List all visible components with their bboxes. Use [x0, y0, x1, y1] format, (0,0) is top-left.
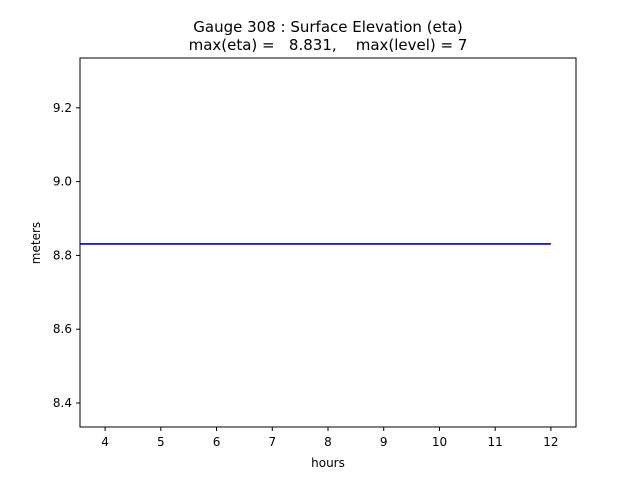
- plot-area: [80, 58, 576, 427]
- x-axis: 4 5 6 7 8 9 10 11 12: [101, 427, 559, 449]
- y-tick-label: 8.8: [53, 248, 72, 262]
- y-tick-label: 8.4: [53, 396, 72, 410]
- x-tick-label: 8: [324, 435, 332, 449]
- x-axis-label: hours: [311, 456, 345, 470]
- x-tick-label: 7: [268, 435, 276, 449]
- x-tick-label: 5: [157, 435, 165, 449]
- y-tick-label: 8.6: [53, 322, 72, 336]
- chart-title: Gauge 308 : Surface Elevation (eta): [193, 18, 462, 36]
- x-tick-label: 9: [380, 435, 388, 449]
- y-axis-label: meters: [29, 222, 43, 264]
- x-tick-label: 10: [432, 435, 447, 449]
- x-tick-label: 12: [543, 435, 558, 449]
- y-tick-label: 9.2: [53, 101, 72, 115]
- y-axis: 8.4 8.6 8.8 9.0 9.2: [53, 101, 80, 410]
- x-tick-label: 4: [101, 435, 109, 449]
- chart-subtitle: max(eta) = 8.831, max(level) = 7: [189, 36, 468, 54]
- x-tick-label: 6: [213, 435, 221, 449]
- y-tick-label: 9.0: [53, 175, 72, 189]
- x-tick-label: 11: [488, 435, 503, 449]
